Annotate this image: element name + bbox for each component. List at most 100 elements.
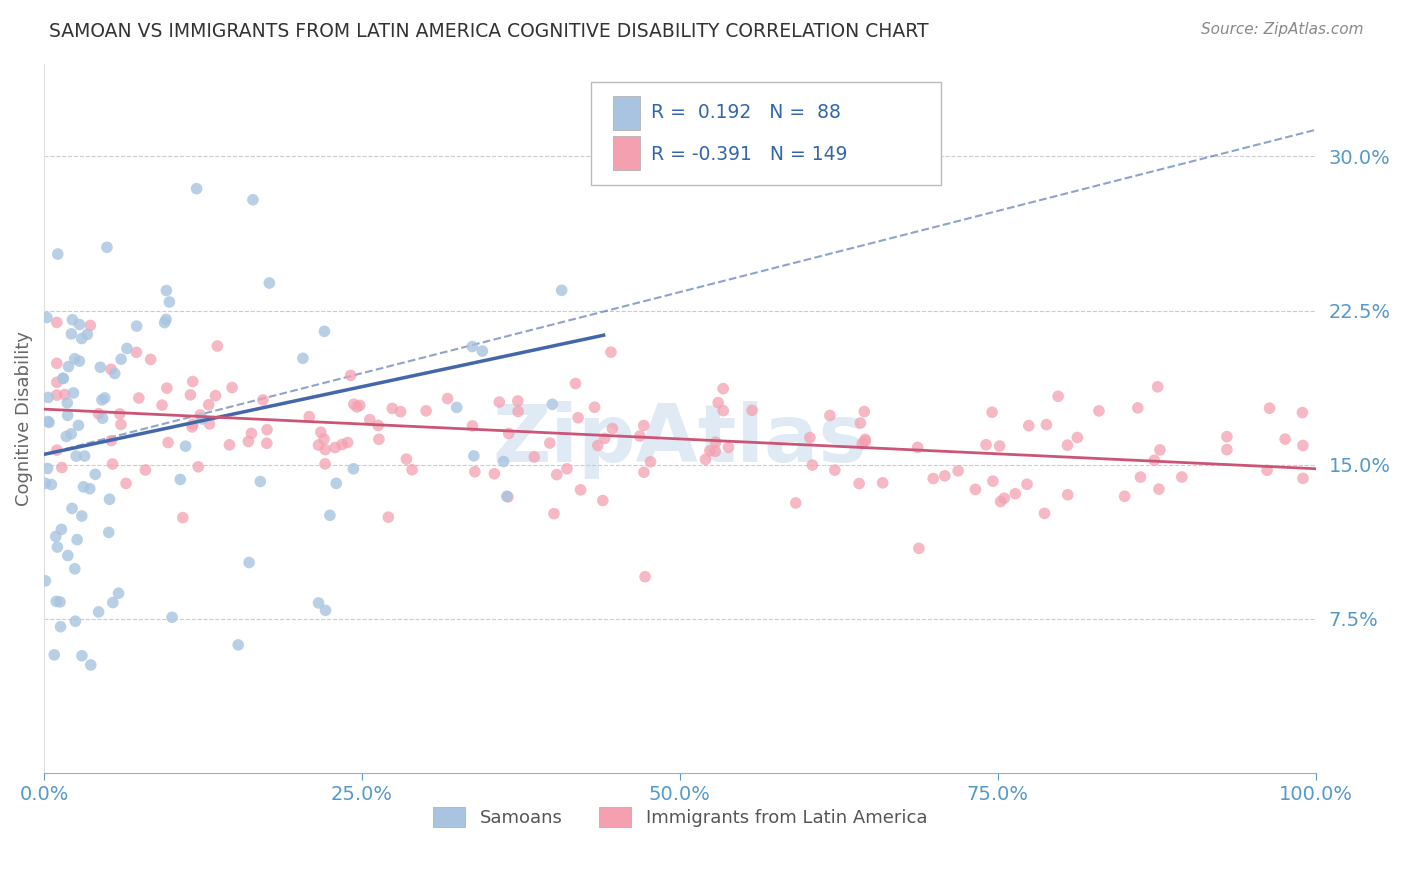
Point [62, 385, 84, 400]
Point [1015, 477, 1038, 491]
Point [496, 490, 519, 504]
Point [461, 418, 484, 433]
Point [37, 415, 59, 429]
Point [169, 472, 191, 486]
Point [252, 392, 274, 407]
Point [256, 423, 278, 437]
Point [586, 438, 609, 452]
Point [197, 398, 219, 412]
Point [53, 387, 76, 401]
Point [80, 657, 103, 672]
Point [115, 342, 138, 356]
Point [907, 441, 929, 455]
Point [63, 351, 86, 366]
Point [325, 476, 347, 491]
Point [72, 480, 94, 494]
Point [346, 400, 368, 414]
Point [110, 417, 132, 432]
Point [51, 460, 73, 475]
Point [49, 620, 72, 634]
Point [602, 421, 624, 435]
Point [52, 371, 75, 385]
Point [155, 284, 177, 298]
Point [849, 416, 872, 430]
Point [298, 409, 321, 424]
FancyBboxPatch shape [591, 82, 941, 185]
Point [96, 240, 118, 254]
Point [198, 417, 221, 431]
Point [974, 438, 997, 452]
Point [848, 476, 870, 491]
Point [91, 392, 114, 407]
Point [100, 434, 122, 448]
Point [872, 475, 894, 490]
Point [58, 359, 80, 374]
Point [934, 468, 956, 483]
Point [1216, 442, 1239, 457]
Text: SAMOAN VS IMMIGRANTS FROM LATIN AMERICA COGNITIVE DISABILITY CORRELATION CHART: SAMOAN VS IMMIGRANTS FROM LATIN AMERICA … [49, 22, 929, 41]
Point [981, 405, 1004, 419]
Point [471, 344, 494, 359]
Point [1274, 432, 1296, 446]
Point [401, 463, 423, 477]
Point [495, 489, 517, 503]
Point [46, 540, 69, 554]
Point [308, 438, 330, 452]
Point [37, 391, 59, 405]
Point [115, 476, 138, 491]
Point [66, 533, 89, 547]
Point [174, 439, 197, 453]
Bar [613, 96, 641, 130]
Point [1143, 453, 1166, 467]
Point [389, 405, 412, 419]
Point [799, 431, 821, 445]
Point [107, 586, 129, 600]
Point [922, 471, 945, 485]
Point [156, 381, 179, 395]
Point [45, 388, 67, 402]
Point [128, 391, 150, 405]
Point [45, 529, 67, 543]
Point [853, 433, 876, 447]
Point [546, 467, 568, 482]
Point [49, 595, 72, 609]
Text: Source: ZipAtlas.com: Source: ZipAtlas.com [1201, 22, 1364, 37]
Point [1018, 418, 1040, 433]
Point [187, 459, 209, 474]
Point [238, 434, 260, 449]
Point [628, 429, 651, 443]
Point [555, 462, 578, 476]
Point [108, 407, 131, 421]
Point [908, 541, 931, 556]
Point [45, 443, 67, 458]
Point [993, 491, 1015, 506]
Point [157, 295, 180, 310]
Point [41, 477, 63, 491]
Point [1146, 380, 1168, 394]
Point [51, 522, 73, 536]
Point [314, 324, 336, 338]
Point [60, 501, 83, 516]
Point [1047, 389, 1070, 403]
Point [157, 435, 180, 450]
Point [45, 376, 67, 390]
Point [600, 345, 623, 359]
Point [699, 443, 721, 458]
Point [506, 394, 529, 409]
Point [73, 449, 96, 463]
Point [569, 483, 592, 497]
Point [67, 418, 90, 433]
Point [125, 345, 148, 359]
Text: R = -0.391   N = 149: R = -0.391 N = 149 [651, 145, 848, 163]
Point [543, 507, 565, 521]
Point [461, 340, 484, 354]
Y-axis label: Cognitive Disability: Cognitive Disability [15, 331, 32, 506]
Point [711, 403, 734, 417]
Point [367, 432, 389, 446]
Point [464, 465, 486, 479]
Point [785, 496, 807, 510]
Point [314, 442, 336, 457]
Point [704, 435, 727, 450]
Point [84, 467, 107, 482]
Point [377, 510, 399, 524]
